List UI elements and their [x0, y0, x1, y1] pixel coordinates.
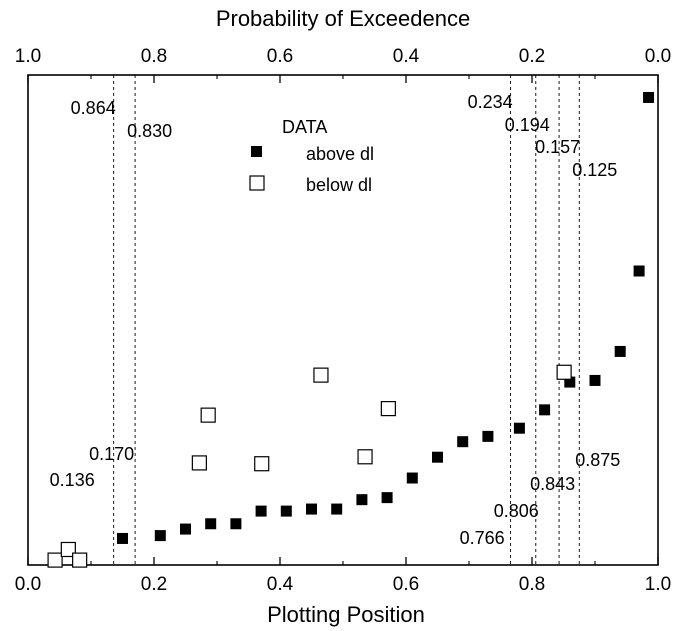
- point-above-dl: [539, 404, 551, 416]
- point-below-dl: [200, 407, 216, 423]
- point-below-dl: [313, 367, 329, 383]
- top-axis-title: Probability of Exceedence: [216, 6, 470, 31]
- reference-line-exceedence-label: 0.194: [505, 115, 550, 135]
- legend-label-above-dl: above dl: [306, 144, 374, 164]
- point-above-dl: [230, 518, 242, 530]
- top-tick-label: 0.8: [141, 46, 167, 67]
- point-above-dl: [482, 430, 494, 442]
- point-below-dl: [47, 552, 63, 568]
- point-above-dl: [614, 345, 626, 357]
- point-below-dl: [357, 449, 373, 465]
- point-above-dl: [643, 91, 655, 103]
- top-axis: 1.0 0.8 0.6 0.4 0.2 0.0: [15, 46, 671, 83]
- point-below-dl: [254, 456, 270, 472]
- point-below-dl: [380, 401, 396, 417]
- point-above-dl: [117, 532, 128, 544]
- bottom-tick-label: 1.0: [645, 574, 671, 595]
- bottom-tick-label: 0.4: [267, 574, 294, 595]
- top-tick-label: 0.2: [519, 46, 545, 67]
- reference-line-position-label: 0.766: [460, 528, 505, 548]
- reference-line-position-label: 0.843: [530, 474, 575, 494]
- reference-line-position-label: 0.806: [494, 501, 539, 521]
- point-above-dl: [564, 376, 576, 388]
- top-tick-label: 0.4: [393, 46, 420, 67]
- point-above-dl: [589, 374, 601, 386]
- bottom-tick-label: 0.2: [141, 574, 167, 595]
- point-above-dl: [381, 492, 393, 504]
- reference-line-position-label: 0.136: [50, 470, 95, 490]
- point-above-dl: [513, 422, 525, 434]
- point-above-dl: [406, 472, 418, 484]
- reference-line-exceedence-label: 0.864: [71, 98, 116, 118]
- bottom-tick-label: 0.6: [393, 574, 419, 595]
- point-above-dl: [457, 436, 469, 448]
- legend-marker-below-dl: [249, 175, 265, 191]
- point-below-dl: [556, 364, 572, 380]
- reference-line-exceedence-label: 0.830: [127, 121, 172, 141]
- legend-marker-above-dl: [251, 146, 262, 157]
- legend-title: DATA: [282, 117, 327, 137]
- bottom-axis-title: Plotting Position: [267, 602, 425, 627]
- reference-line-position-label: 0.875: [575, 450, 620, 470]
- reference-line-position-label: 0.170: [89, 444, 134, 464]
- reference-lines: 0.864 0.136 0.830 0.170 0.234 0.766 0.194 0.806…: [50, 75, 620, 565]
- reference-line-exceedence-label: 0.157: [535, 137, 580, 157]
- data-points: [47, 91, 655, 568]
- reference-line-exceedence-label: 0.234: [468, 92, 513, 112]
- bottom-tick-label: 0.8: [519, 574, 545, 595]
- legend-label-below-dl: below dl: [306, 175, 372, 195]
- point-below-dl: [191, 455, 207, 471]
- point-above-dl: [432, 451, 443, 463]
- point-above-dl: [356, 494, 368, 506]
- legend: DATA above dl below dl: [249, 117, 374, 195]
- bottom-axis: 0.0 0.2 0.4 0.6 0.8 1.0: [15, 557, 671, 595]
- point-above-dl: [331, 503, 343, 515]
- point-below-dl: [72, 552, 88, 568]
- point-above-dl: [280, 505, 292, 517]
- point-above-dl: [255, 505, 267, 517]
- point-above-dl: [306, 503, 317, 515]
- top-tick-label: 0.6: [267, 46, 293, 67]
- top-tick-label: 0.0: [645, 46, 671, 67]
- top-tick-label: 1.0: [15, 46, 41, 67]
- point-above-dl: [154, 530, 166, 542]
- bottom-tick-label: 0.0: [15, 574, 41, 595]
- point-below-dl: [60, 541, 76, 558]
- point-above-dl: [180, 523, 191, 535]
- point-above-dl: [205, 518, 217, 530]
- point-above-dl: [633, 265, 645, 277]
- reference-line-exceedence-label: 0.125: [572, 160, 617, 180]
